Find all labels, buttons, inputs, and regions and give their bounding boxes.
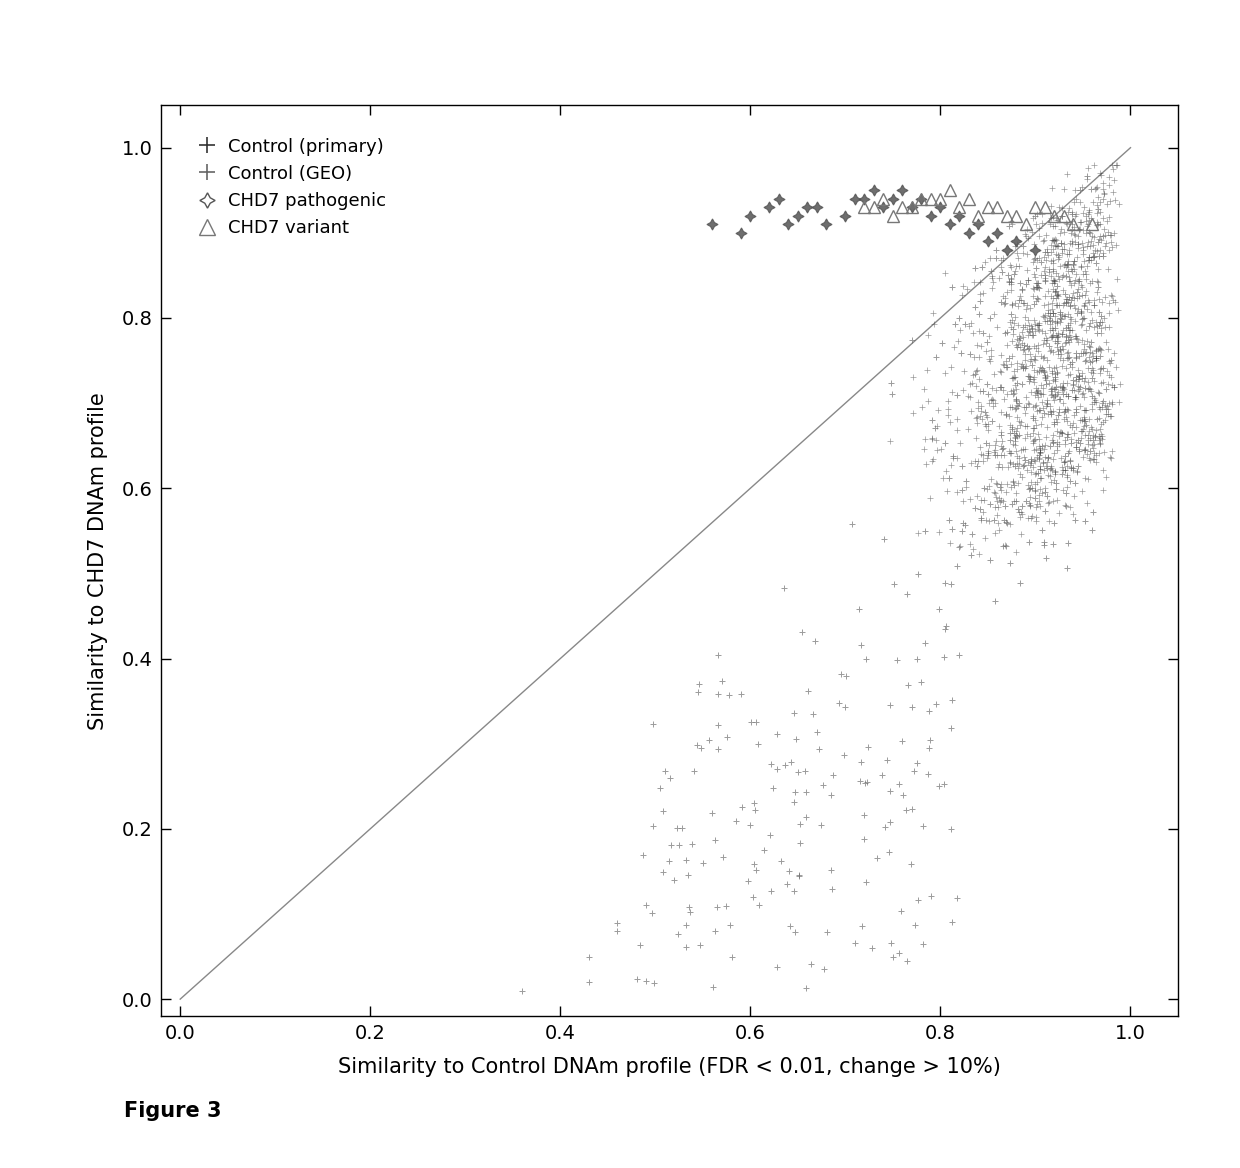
Y-axis label: Similarity to CHD7 DNAm profile: Similarity to CHD7 DNAm profile: [88, 391, 108, 730]
X-axis label: Similarity to Control DNAm profile (FDR < 0.01, change > 10%): Similarity to Control DNAm profile (FDR …: [339, 1057, 1001, 1077]
Legend: Control (primary), Control (GEO), CHD7 pathogenic, CHD7 variant: Control (primary), Control (GEO), CHD7 p…: [191, 132, 392, 242]
Text: Figure 3: Figure 3: [124, 1101, 222, 1121]
